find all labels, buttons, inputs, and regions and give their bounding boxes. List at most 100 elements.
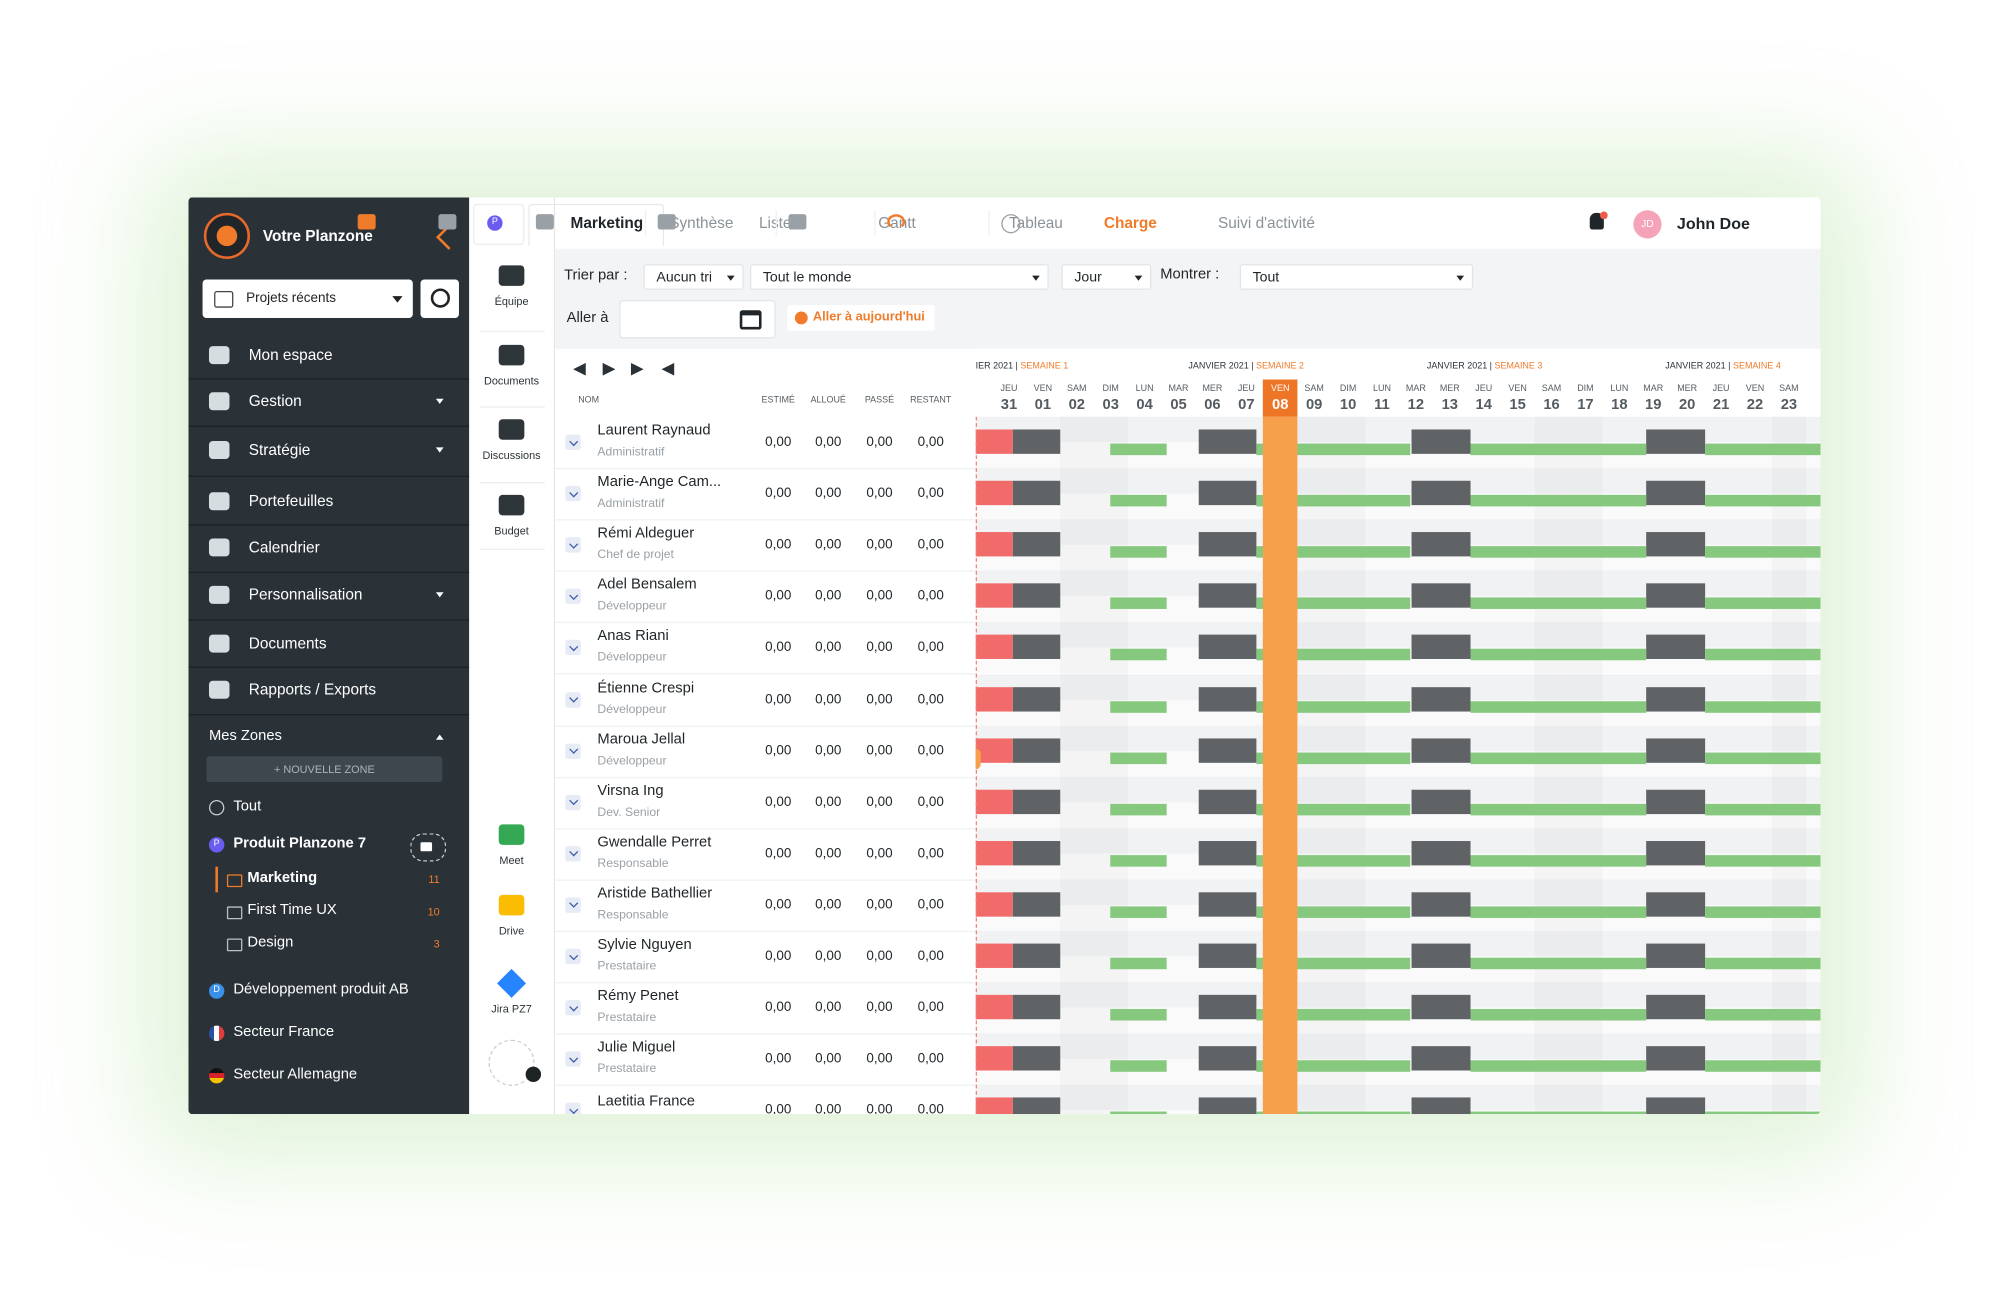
date-input[interactable]: [619, 299, 776, 339]
timeline-nav-button[interactable]: [661, 362, 675, 376]
add-link-button[interactable]: [488, 1039, 535, 1086]
tab[interactable]: Suivi d'activité: [1217, 213, 1315, 232]
timeline-nav-button[interactable]: [603, 363, 616, 376]
expand-row[interactable]: [565, 434, 581, 450]
person-name[interactable]: Virsna Ing: [597, 783, 664, 799]
expand-row[interactable]: [565, 1000, 581, 1016]
tab-icon[interactable]: [657, 214, 676, 230]
nav-icon[interactable]: [208, 346, 230, 365]
tab[interactable]: Tableau: [1008, 213, 1063, 232]
new-zone-button[interactable]: + NOUVELLE ZONE: [206, 756, 443, 783]
person-name[interactable]: Aristide Bathellier: [597, 885, 713, 902]
sort-select[interactable]: Aucun tri: [643, 264, 744, 290]
tab-icon[interactable]: [887, 214, 906, 230]
scale-select[interactable]: Jour: [1061, 264, 1152, 290]
person-name[interactable]: Anas Riani: [597, 628, 669, 645]
nav-icon[interactable]: [208, 538, 230, 557]
tool-label[interactable]: Meet: [499, 853, 524, 867]
project-switch[interactable]: [473, 203, 525, 245]
user-avatar[interactable]: JD: [1633, 210, 1662, 239]
nav-icon[interactable]: [208, 680, 230, 699]
recent-projects-select[interactable]: Projets récents: [202, 279, 413, 318]
search-button[interactable]: [420, 279, 459, 318]
person-name[interactable]: Marie-Ange Cam...: [597, 474, 722, 490]
tool-icon[interactable]: [498, 894, 525, 916]
tool-label[interactable]: Drive: [498, 924, 525, 938]
tool-label[interactable]: Discussions: [482, 448, 541, 462]
tool-icon[interactable]: [498, 824, 525, 845]
person-name[interactable]: Étienne Crespi: [597, 680, 695, 696]
nav-icon[interactable]: [208, 441, 230, 459]
nav-item[interactable]: Personnalisation: [248, 585, 363, 604]
timeline-nav-button[interactable]: [573, 363, 586, 376]
person-name[interactable]: Adel Bensalem: [597, 577, 697, 593]
expand-row[interactable]: [565, 1102, 581, 1115]
person-name[interactable]: Rémi Aldeguer: [597, 526, 695, 542]
tool-icon[interactable]: [498, 494, 525, 516]
zone-item[interactable]: Secteur Allemagne: [233, 1066, 358, 1083]
nav-icon[interactable]: [208, 492, 230, 511]
tool-label[interactable]: Documents: [483, 374, 540, 388]
zone-item[interactable]: Développement produit AB: [233, 982, 409, 998]
person-name[interactable]: Gwendalle Perret: [597, 834, 712, 850]
nav-icon[interactable]: [208, 634, 230, 653]
expand-row[interactable]: [565, 537, 581, 553]
tab-icon[interactable]: [1001, 214, 1021, 234]
expand-row[interactable]: [565, 948, 581, 965]
timeline-handle[interactable]: [975, 748, 981, 770]
tab-icon[interactable]: [535, 214, 554, 230]
person-name[interactable]: Julie Miguel: [597, 1040, 676, 1056]
people-select[interactable]: Tout le monde: [749, 264, 1049, 290]
person-name[interactable]: Laetitia France: [597, 1094, 695, 1110]
zone-item[interactable]: Design: [247, 934, 294, 951]
tab-icon[interactable]: [788, 214, 807, 230]
person-name[interactable]: Sylvie Nguyen: [597, 937, 692, 953]
expand-row[interactable]: [565, 743, 581, 759]
tool-icon[interactable]: [498, 419, 525, 440]
expand-row[interactable]: [565, 1051, 581, 1067]
person-name[interactable]: Maroua Jellal: [597, 731, 686, 748]
add-folder-button[interactable]: [410, 833, 447, 862]
row-divider: [555, 827, 976, 830]
expand-row[interactable]: [565, 640, 581, 656]
nav-item[interactable]: Stratégie: [248, 440, 311, 459]
person-name[interactable]: Laurent Raynaud: [597, 423, 711, 439]
expand-row[interactable]: [565, 486, 581, 502]
expand-row[interactable]: [565, 897, 581, 913]
nav-item[interactable]: Portefeuilles: [248, 492, 334, 511]
absence-bar: [1646, 635, 1706, 660]
tab[interactable]: Synthèse: [669, 213, 734, 232]
expand-row[interactable]: [565, 691, 581, 708]
person-name[interactable]: Rémy Penet: [597, 988, 679, 1005]
add-link-plus[interactable]: [525, 1066, 542, 1083]
tool-icon[interactable]: [498, 265, 525, 286]
zone-item[interactable]: Produit Planzone 7: [233, 836, 367, 852]
zone-item[interactable]: Marketing: [247, 870, 318, 887]
zone-item[interactable]: Tout: [233, 798, 262, 815]
nav-icon[interactable]: [208, 392, 230, 411]
nav-item[interactable]: Documents: [248, 634, 327, 653]
zone-item[interactable]: First Time UX: [247, 902, 337, 919]
expand-row[interactable]: [565, 588, 581, 605]
nav-item[interactable]: Calendrier: [248, 538, 320, 557]
timeline-nav-button[interactable]: [630, 362, 644, 376]
expand-row[interactable]: [565, 794, 581, 810]
nav-item[interactable]: Gestion: [248, 392, 302, 411]
tool-icon[interactable]: [498, 344, 525, 366]
tool-label[interactable]: Budget: [494, 524, 529, 538]
expand-row[interactable]: [565, 845, 581, 862]
nav-icon[interactable]: [208, 585, 230, 604]
tab-icon[interactable]: [438, 214, 457, 230]
tool-icon[interactable]: [497, 968, 527, 998]
tab[interactable]: Marketing: [570, 213, 644, 232]
today-button[interactable]: Aller à aujourd'hui: [787, 305, 935, 331]
tab-icon[interactable]: [357, 214, 376, 230]
nav-item[interactable]: Rapports / Exports: [248, 680, 377, 699]
zone-item[interactable]: Secteur France: [233, 1024, 335, 1040]
tool-label[interactable]: Équipe: [494, 294, 529, 308]
nav-item[interactable]: Mon espace: [248, 345, 333, 364]
show-select[interactable]: Tout: [1239, 264, 1474, 290]
user-name[interactable]: John Doe: [1676, 214, 1750, 233]
tool-label[interactable]: Jira PZ7: [491, 1002, 532, 1016]
tab[interactable]: Charge: [1103, 213, 1157, 232]
